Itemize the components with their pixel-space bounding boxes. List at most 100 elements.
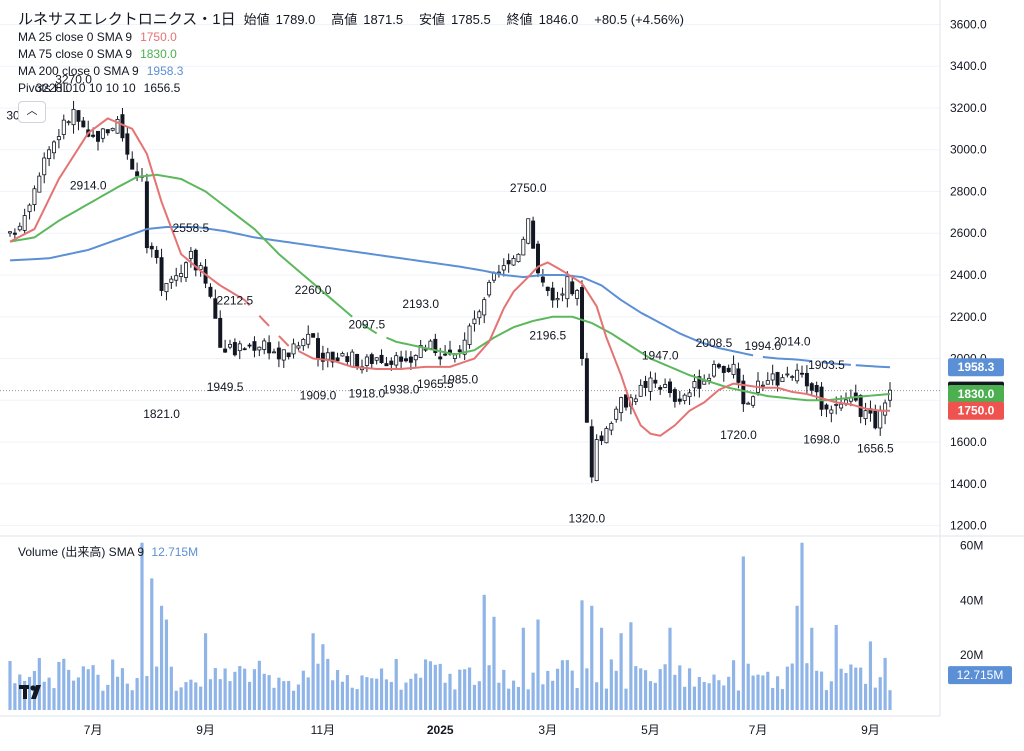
volume-bar	[145, 676, 149, 710]
volume-legend[interactable]: Volume (出来高) SMA 9 12.715M	[18, 543, 198, 560]
candle-body	[477, 311, 482, 319]
pivot-label: 1965.5	[417, 377, 454, 391]
volume-bar	[863, 683, 868, 710]
candle-body	[100, 128, 105, 139]
volume-legend-label: Volume (出来高) SMA 9	[18, 545, 145, 559]
volume-bar	[555, 668, 560, 710]
candle-body	[193, 249, 198, 271]
candle-body	[374, 357, 379, 361]
collapse-legend-button[interactable]: ︿	[18, 101, 46, 123]
time-tick-label: 2025	[427, 723, 454, 737]
pivot-label: 1918.0	[349, 387, 386, 401]
candle-body	[682, 394, 687, 401]
open-value: 始値 1789.0	[243, 12, 316, 27]
volume-bar	[194, 682, 198, 710]
volume-bar	[203, 633, 208, 710]
volume-bar	[790, 663, 794, 710]
indicator-ma25[interactable]: MA 25 close 0 SMA 9 1750.0	[18, 30, 177, 44]
indicator-ma200-value: 1958.3	[146, 64, 184, 78]
volume-bar	[252, 669, 257, 710]
volume-bar	[247, 681, 252, 710]
volume-bar	[697, 676, 701, 710]
pivot-label: 2558.5	[173, 221, 210, 235]
volume-bar	[477, 681, 481, 710]
volume-bar	[399, 689, 403, 710]
candle-body	[223, 348, 228, 353]
pivot-label: 2914.0	[70, 179, 107, 193]
candle-body	[589, 426, 594, 478]
time-tick-label: 7月	[84, 723, 103, 737]
indicator-ma200[interactable]: MA 200 close 0 SMA 9 1958.3	[18, 64, 184, 78]
volume-bar	[595, 682, 599, 710]
price-tick-label: 1200.0	[950, 519, 987, 533]
candle-body	[770, 373, 775, 381]
volume-bar	[111, 659, 115, 710]
candle-body	[599, 435, 604, 442]
pivot-label: 1903.5	[808, 358, 845, 372]
tradingview-logo[interactable]	[18, 680, 48, 704]
volume-bar	[423, 659, 428, 710]
candle-body	[775, 372, 780, 386]
candle-body	[560, 293, 565, 296]
volume-bar	[521, 627, 525, 710]
candle-body	[760, 384, 765, 387]
candle-body	[687, 392, 692, 398]
candle-body	[741, 380, 746, 405]
volume-bar	[639, 668, 643, 710]
candle-body	[286, 352, 291, 358]
price-tick-label: 1600.0	[950, 435, 987, 449]
volume-bar	[213, 668, 217, 710]
candle-body	[355, 353, 360, 368]
volume-bar	[62, 658, 66, 710]
candle-body	[32, 188, 37, 205]
candle-body	[208, 286, 213, 297]
price-tick-label: 2600.0	[950, 226, 987, 240]
pivot-label: 2196.5	[529, 329, 566, 343]
candle-body	[751, 396, 756, 406]
candle-body	[418, 345, 423, 358]
candle-body	[394, 355, 399, 366]
volume-bar	[228, 681, 232, 710]
candle-body	[619, 397, 624, 414]
volume-bar	[580, 600, 584, 710]
volume-bar	[516, 686, 521, 710]
volume-bar	[57, 661, 61, 710]
volume-bar	[37, 657, 41, 710]
volume-bar	[306, 677, 310, 710]
candle-body	[184, 262, 188, 278]
indicator-ma25-value: 1750.0	[140, 30, 177, 44]
indicator-ma75[interactable]: MA 75 close 0 SMA 9 1830.0	[18, 47, 177, 61]
legend-title-row: ルネサスエレクトロニクス・1日 始値 1789.0 高値 1871.5 安値 1785…	[18, 8, 690, 29]
time-tick-label: 3月	[538, 723, 557, 737]
candle-body	[506, 260, 511, 265]
symbol-title[interactable]: ルネサスエレクトロニクス・1日	[18, 11, 236, 28]
candle-body	[672, 389, 677, 402]
volume-bar	[800, 542, 804, 710]
volume-bar	[394, 658, 398, 710]
indicator-pivots[interactable]: Pivots HL 10 10 10 10 1656.5	[18, 81, 181, 95]
price-grid	[0, 23, 940, 527]
volume-bar	[590, 605, 594, 710]
volume-bar	[859, 667, 863, 710]
candles	[8, 100, 892, 483]
volume-bar	[189, 679, 193, 710]
candle-body	[712, 364, 716, 377]
volume-bar	[291, 690, 296, 710]
candle-body	[188, 251, 193, 259]
candle-body	[614, 408, 619, 420]
pivot-label: 2212.5	[217, 293, 254, 307]
volume-bar	[184, 682, 188, 710]
volume-bar	[673, 674, 677, 710]
candle-body	[174, 275, 179, 281]
volume-bar	[878, 677, 882, 710]
candle-body	[71, 108, 76, 126]
volume-bar	[13, 683, 17, 710]
candle-body	[105, 129, 110, 134]
candle-body	[364, 356, 369, 366]
volume-bar	[155, 666, 159, 710]
candle-body	[472, 318, 477, 325]
pivot-label: 2750.0	[510, 181, 547, 195]
time-tick-label: 7月	[749, 723, 768, 737]
pivot-label: 1985.0	[441, 373, 478, 387]
